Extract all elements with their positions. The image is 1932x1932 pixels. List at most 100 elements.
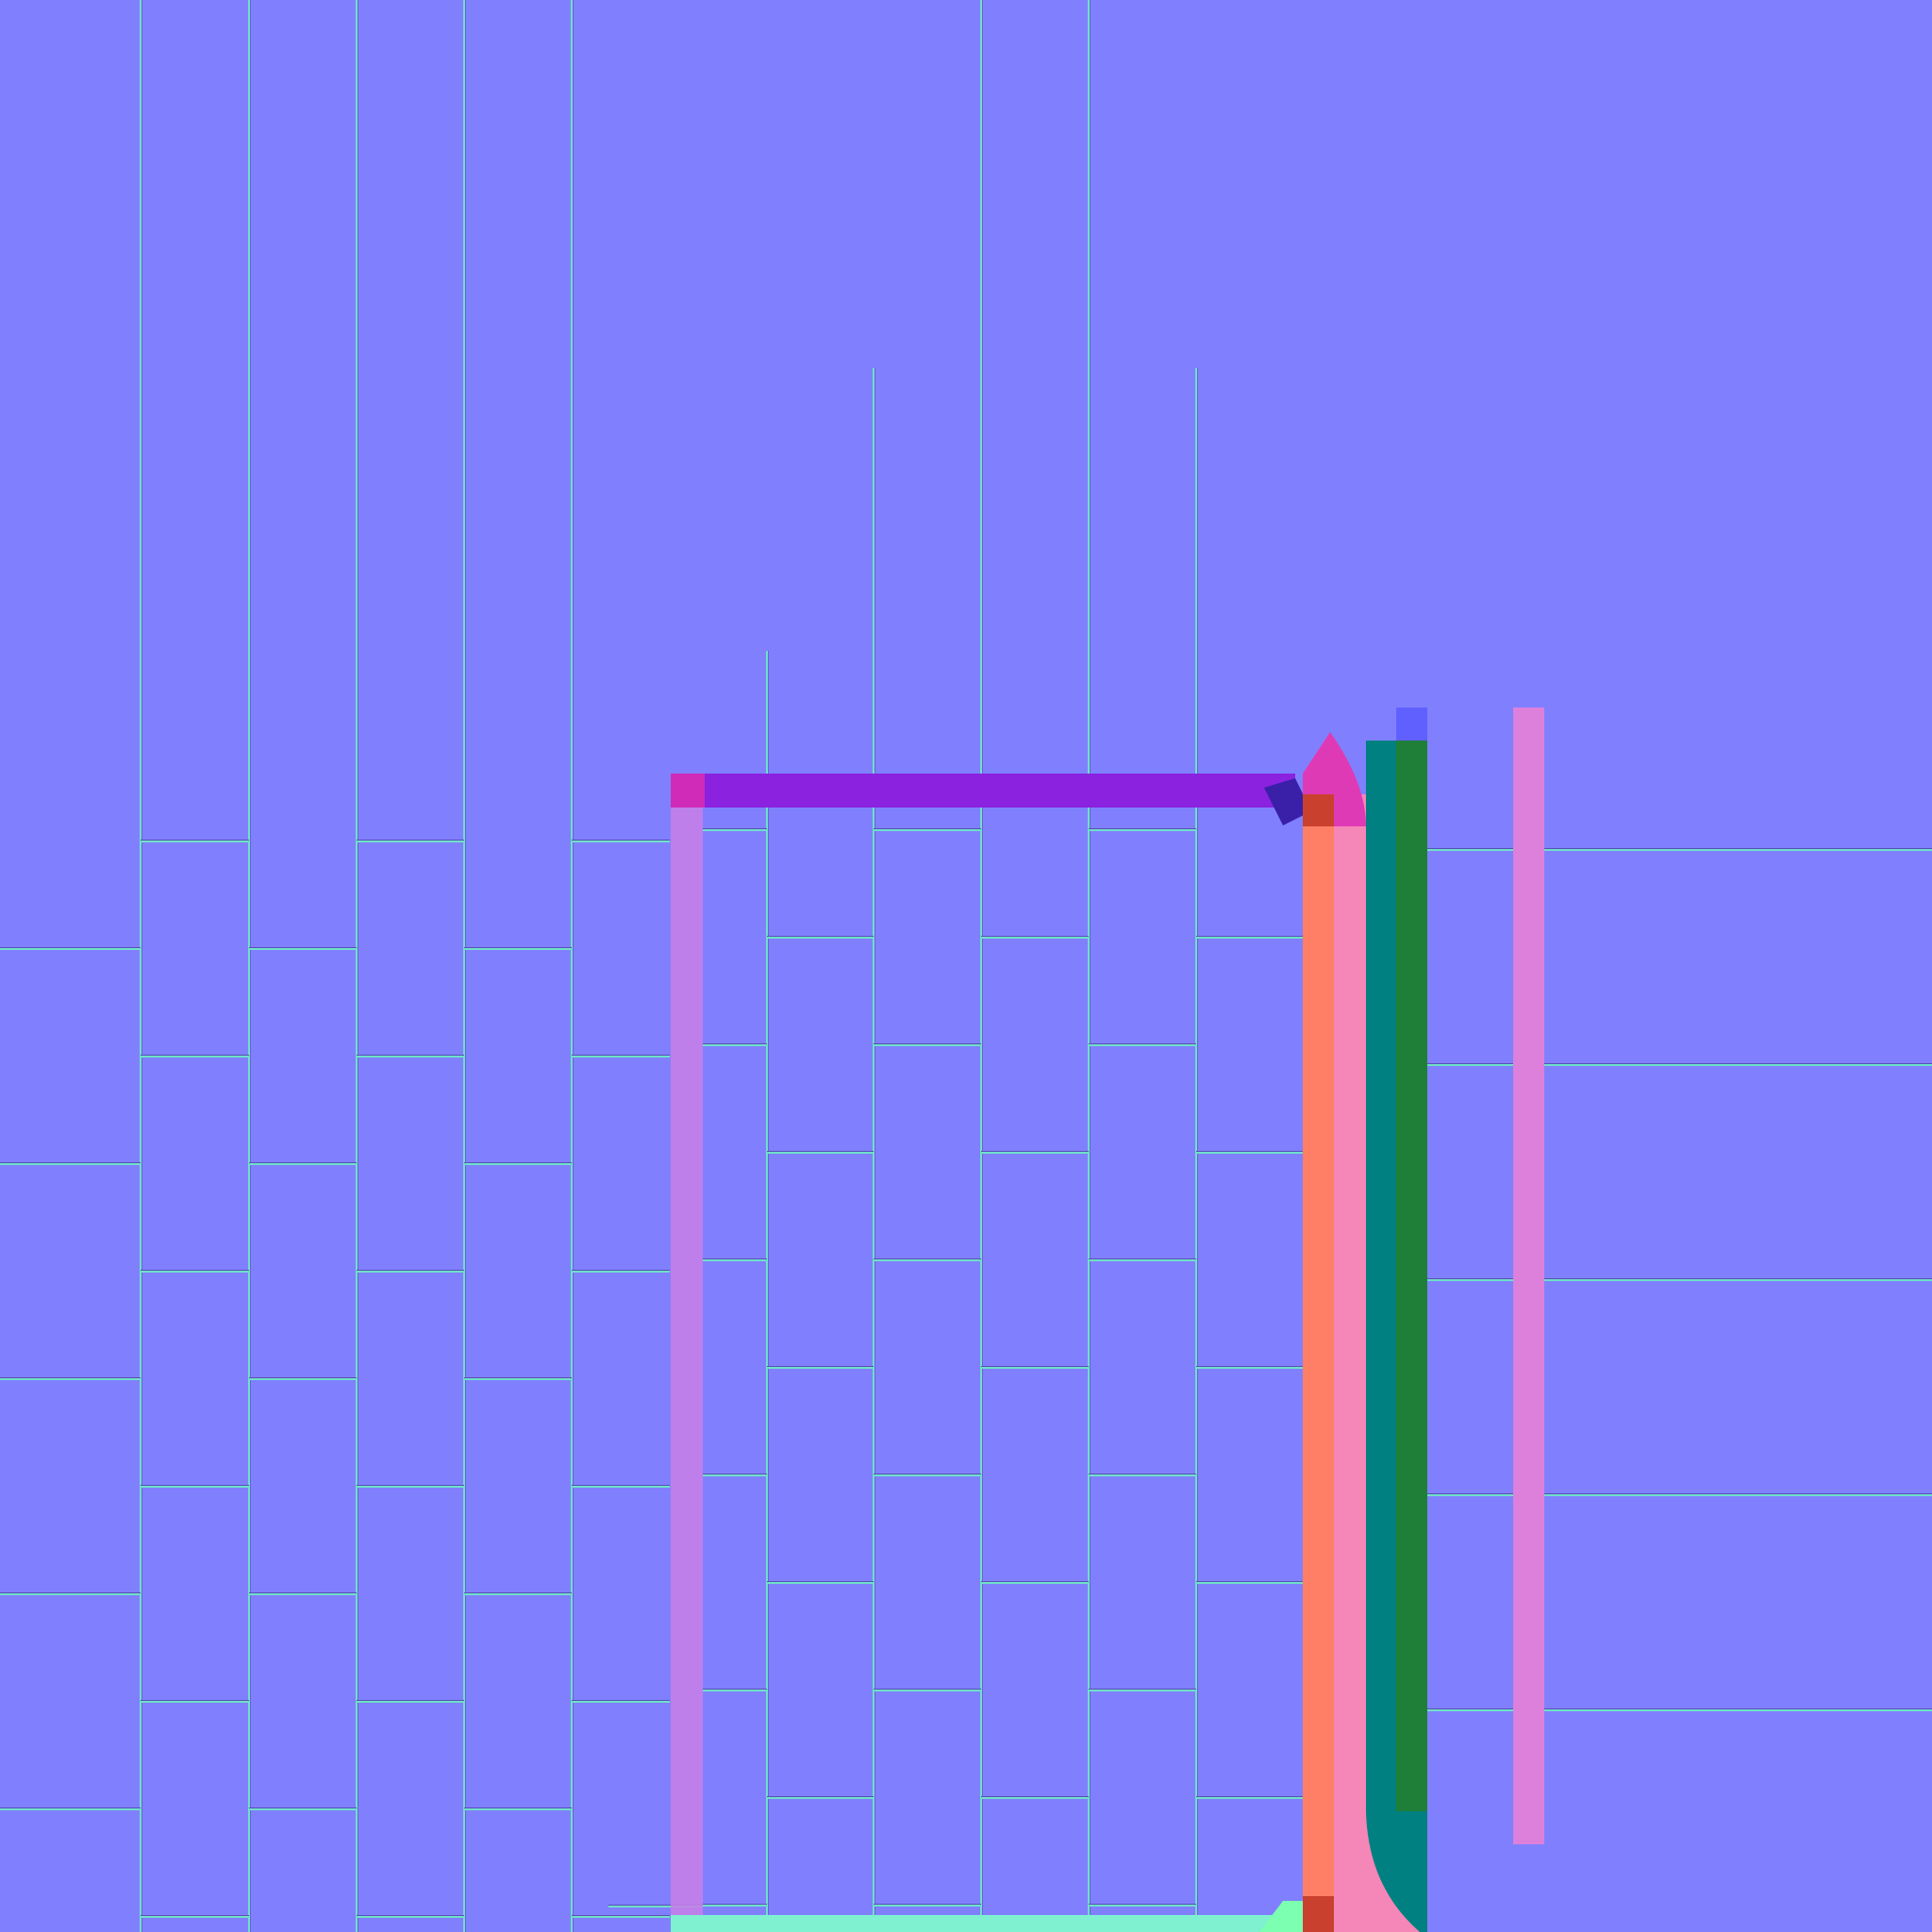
horizontal-seam-shadow bbox=[249, 947, 357, 948]
horizontal-seam-shadow bbox=[1366, 1708, 1932, 1709]
horizontal-seam-shadow bbox=[572, 1915, 670, 1916]
horizontal-seam-shadow bbox=[141, 1700, 249, 1701]
horizontal-seam-shadow bbox=[767, 1796, 874, 1797]
right-trim-pink bbox=[1334, 794, 1366, 1932]
horizontal-seam bbox=[141, 1486, 249, 1488]
horizontal-seam bbox=[703, 1474, 767, 1476]
horizontal-seam-shadow bbox=[464, 1807, 572, 1808]
horizontal-seam bbox=[703, 1690, 767, 1691]
horizontal-seam bbox=[464, 1163, 572, 1165]
vertical-seam-shadow bbox=[768, 651, 769, 1932]
horizontal-seam bbox=[1366, 1279, 1932, 1281]
horizontal-seam-shadow bbox=[141, 1485, 249, 1486]
horizontal-seam bbox=[1366, 1064, 1932, 1066]
horizontal-seam bbox=[767, 1797, 874, 1799]
vertical-seam bbox=[463, 0, 465, 1932]
vertical-seam bbox=[1088, 0, 1090, 1932]
horizontal-seam-shadow bbox=[357, 1270, 464, 1271]
horizontal-seam bbox=[1196, 937, 1303, 939]
horizontal-seam-shadow bbox=[0, 1162, 141, 1163]
horizontal-seam bbox=[874, 1905, 981, 1907]
horizontal-seam-shadow bbox=[608, 1905, 703, 1906]
horizontal-seam bbox=[1196, 1367, 1303, 1369]
horizontal-seam-shadow bbox=[703, 1043, 767, 1044]
horizontal-seam-shadow bbox=[249, 1807, 357, 1808]
horizontal-seam-shadow bbox=[1089, 1904, 1196, 1905]
horizontal-seam bbox=[572, 1271, 670, 1273]
horizontal-seam bbox=[0, 1163, 141, 1165]
horizontal-seam bbox=[357, 841, 464, 842]
horizontal-seam-shadow bbox=[249, 1592, 357, 1593]
horizontal-seam bbox=[981, 1152, 1089, 1154]
bottom-bevel-strip bbox=[671, 1915, 1303, 1932]
horizontal-seam-shadow bbox=[1196, 1366, 1303, 1367]
horizontal-seam-shadow bbox=[1366, 1063, 1932, 1064]
horizontal-seam-shadow bbox=[357, 1055, 464, 1056]
horizontal-seam bbox=[572, 1486, 670, 1488]
vertical-seam bbox=[140, 0, 142, 1932]
right-trim-cap-square bbox=[1303, 794, 1334, 826]
horizontal-seam bbox=[0, 1593, 141, 1595]
horizontal-seam-shadow bbox=[464, 947, 572, 948]
horizontal-seam bbox=[0, 1378, 141, 1380]
horizontal-seam bbox=[767, 937, 874, 939]
horizontal-seam-shadow bbox=[464, 1162, 572, 1163]
vertical-seam bbox=[571, 0, 573, 1932]
horizontal-seam-shadow bbox=[572, 1055, 670, 1056]
horizontal-seam bbox=[1089, 1044, 1196, 1046]
top-bevel-corner bbox=[671, 774, 705, 808]
horizontal-seam-shadow bbox=[1089, 1043, 1196, 1044]
horizontal-seam-shadow bbox=[141, 1055, 249, 1056]
horizontal-seam-shadow bbox=[767, 1151, 874, 1152]
horizontal-seam-shadow bbox=[464, 1377, 572, 1378]
horizontal-seam bbox=[357, 1056, 464, 1058]
horizontal-seam bbox=[464, 948, 572, 950]
horizontal-seam-shadow bbox=[1196, 1581, 1303, 1582]
horizontal-seam-shadow bbox=[1196, 1796, 1303, 1797]
horizontal-seam-shadow bbox=[981, 1581, 1089, 1582]
trim-frame bbox=[671, 708, 1544, 1932]
horizontal-seam-shadow bbox=[249, 1377, 357, 1378]
vertical-seam bbox=[873, 368, 874, 1932]
horizontal-seam-shadow bbox=[141, 1915, 249, 1916]
vertical-seam bbox=[980, 0, 982, 1932]
horizontal-seam-shadow bbox=[874, 1689, 981, 1690]
horizontal-seam bbox=[703, 829, 767, 831]
horizontal-seam-shadow bbox=[703, 828, 767, 829]
horizontal-seam-shadow bbox=[1089, 1258, 1196, 1259]
top-bevel-strip bbox=[671, 774, 1295, 808]
horizontal-seam bbox=[464, 1808, 572, 1810]
pink-flare bbox=[1366, 1811, 1420, 1932]
horizontal-seam bbox=[1089, 1474, 1196, 1476]
horizontal-seam bbox=[1366, 1709, 1932, 1711]
horizontal-seam-shadow bbox=[703, 1689, 767, 1690]
vertical-seam-shadow bbox=[982, 0, 983, 1932]
plank-lines-right bbox=[1366, 848, 1932, 1711]
horizontal-seam-shadow bbox=[703, 1258, 767, 1259]
green-band bbox=[1396, 741, 1427, 1844]
horizontal-seam bbox=[249, 1808, 357, 1810]
horizontal-seam bbox=[572, 841, 670, 842]
vertical-seam-shadow bbox=[465, 0, 466, 1932]
horizontal-seam-shadow bbox=[357, 840, 464, 841]
vertical-seam-shadow bbox=[1090, 0, 1091, 1932]
horizontal-seam bbox=[249, 948, 357, 950]
horizontal-seam bbox=[767, 1582, 874, 1584]
horizontal-seam bbox=[572, 1701, 670, 1703]
vertical-seam bbox=[248, 0, 250, 1932]
horizontal-seam-shadow bbox=[572, 1270, 670, 1271]
horizontal-seam-shadow bbox=[1089, 1689, 1196, 1690]
teal-band-flare bbox=[1366, 1811, 1427, 1932]
right-trim-orange bbox=[1303, 794, 1334, 1932]
horizontal-seam bbox=[874, 1044, 981, 1046]
horizontal-seam bbox=[981, 1582, 1089, 1584]
horizontal-seam-shadow bbox=[874, 1258, 981, 1259]
vertical-seam-shadow bbox=[250, 0, 251, 1932]
teal-band bbox=[1366, 741, 1396, 1863]
vertical-seam-shadow bbox=[1197, 368, 1198, 1932]
horizontal-seam bbox=[0, 1808, 141, 1810]
horizontal-seam bbox=[767, 1152, 874, 1154]
horizontal-seam-shadow bbox=[464, 1592, 572, 1593]
